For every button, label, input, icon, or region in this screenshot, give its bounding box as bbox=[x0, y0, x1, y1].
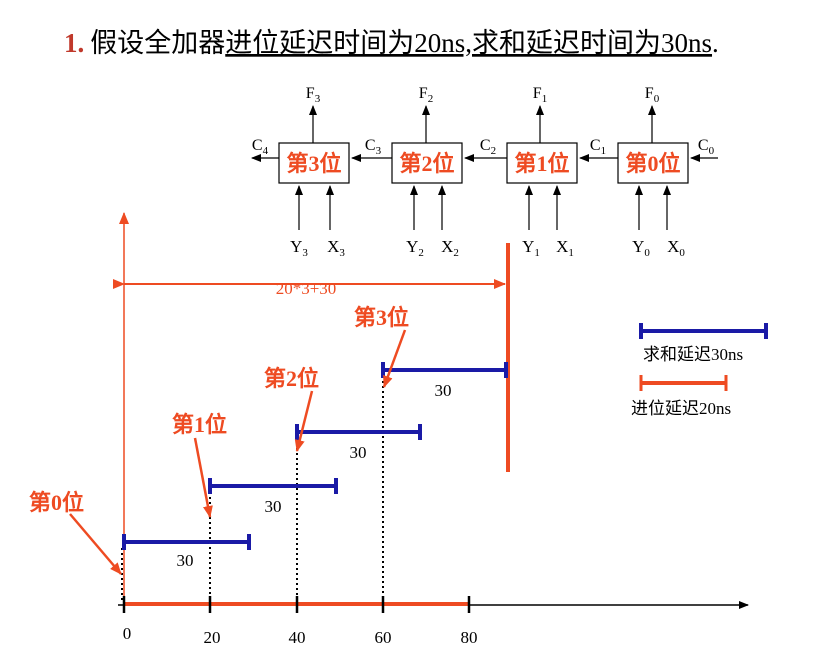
legend: 求和延迟30ns 进位延迟20ns bbox=[631, 323, 768, 418]
bit3-callout-label: 第3位 bbox=[354, 305, 409, 330]
adder-stage-0-label: 第0位 bbox=[625, 151, 680, 176]
svg-text:1.假设全加器进位延迟时间为20ns,求和延迟时间为30ns: 1. 假设全加器进位延迟时间为20ns,求和延迟时间为30ns. bbox=[64, 28, 719, 58]
bit0-callout-label: 第0位 bbox=[29, 490, 84, 515]
bit1-pointer-arrow bbox=[193, 437, 213, 518]
tick-label-20: 20 bbox=[204, 628, 221, 647]
bit2-pointer-arrow bbox=[294, 390, 314, 452]
c0-label: C0 bbox=[698, 137, 715, 157]
adder-stage-1-box bbox=[506, 142, 578, 184]
tick-label-40: 40 bbox=[289, 628, 306, 647]
f3-label: F3 bbox=[306, 85, 321, 105]
c2-label: C2 bbox=[480, 137, 496, 157]
c4-label: C4 bbox=[252, 137, 269, 157]
tick-label-0: 0 bbox=[123, 624, 132, 643]
legend-sum-label: 求和延迟30ns bbox=[643, 345, 743, 364]
sum-bar-bit3-label: 30 bbox=[435, 381, 452, 400]
title-prefix: 假设全加器 bbox=[90, 28, 225, 58]
f2-label: F2 bbox=[419, 85, 433, 105]
title-underlined: 进位延迟时间为20ns,求和延迟时间为30ns bbox=[225, 28, 712, 58]
sum-bar-bit2-label: 30 bbox=[350, 443, 367, 462]
title-suffix: . bbox=[712, 28, 719, 58]
adder-stage-3-box bbox=[278, 142, 350, 184]
f1-label: F1 bbox=[533, 85, 547, 105]
y2-label: Y2 bbox=[406, 237, 424, 259]
tick-label-80: 80 bbox=[461, 628, 478, 647]
c3-label: C3 bbox=[365, 137, 382, 157]
adder-stage-3-label: 第3位 bbox=[286, 151, 341, 176]
tick-label-60: 60 bbox=[375, 628, 392, 647]
adder-stage-0-box bbox=[617, 142, 689, 184]
bit1-callout-label: 第1位 bbox=[172, 412, 227, 437]
c1-label: C1 bbox=[590, 137, 606, 157]
adder-stage-2-label: 第2位 bbox=[399, 151, 454, 176]
legend-carry-label: 进位延迟20ns bbox=[631, 399, 731, 418]
title-number: 1. bbox=[64, 28, 84, 58]
bit0-pointer-arrow bbox=[69, 513, 122, 575]
x3-label: X3 bbox=[327, 237, 345, 259]
y0-label: Y0 bbox=[632, 237, 650, 259]
sum-bar-bit0-label: 30 bbox=[177, 551, 194, 570]
total-delay-label: 20*3+30 bbox=[276, 279, 337, 298]
y1-label: Y1 bbox=[522, 237, 540, 259]
bit2-callout-label: 第2位 bbox=[264, 366, 319, 391]
sum-bar-bit1-label: 30 bbox=[265, 497, 282, 516]
adder-diagram bbox=[251, 105, 718, 230]
page-title: 1. 假设全加器进位延迟时间为20ns,求和延迟时间为30ns. bbox=[64, 28, 719, 58]
bit3-pointer-arrow bbox=[382, 329, 407, 388]
f0-label: F0 bbox=[645, 85, 660, 105]
y3-label: Y3 bbox=[290, 237, 308, 259]
adder-stage-1-label: 第1位 bbox=[514, 151, 569, 176]
x0-label: X0 bbox=[667, 237, 685, 259]
x2-label: X2 bbox=[441, 237, 459, 259]
adder-stage-2-box bbox=[391, 142, 463, 184]
x1-label: X1 bbox=[556, 237, 574, 259]
